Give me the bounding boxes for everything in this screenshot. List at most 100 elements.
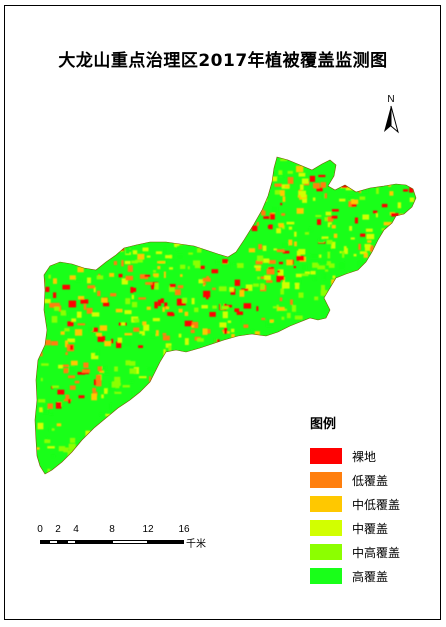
cover-patch (373, 210, 378, 214)
cover-patch (229, 226, 235, 229)
cover-patch (64, 252, 70, 256)
legend: 图例 裸地 低覆盖 中低覆盖 中覆盖 中高覆盖 高覆盖 (310, 416, 430, 588)
cover-patch (90, 209, 97, 215)
cover-patch (419, 165, 423, 172)
cover-patch (113, 220, 122, 224)
cover-patch (120, 185, 123, 188)
cover-patch (146, 204, 153, 209)
cover-patch (188, 433, 193, 439)
cover-patch (224, 450, 227, 456)
cover-patch (114, 225, 122, 230)
cover-patch (86, 164, 92, 170)
cover-patch (212, 170, 220, 175)
cover-patch (276, 279, 281, 283)
cover-patch (349, 337, 356, 343)
cover-patch (187, 468, 192, 473)
cover-patch (410, 277, 416, 282)
cover-patch (154, 301, 158, 309)
cover-patch (261, 210, 266, 216)
cover-patch (369, 383, 376, 386)
cover-patch (168, 437, 177, 441)
cover-patch (318, 174, 326, 178)
cover-patch (345, 186, 353, 191)
cover-patch (155, 251, 162, 255)
cover-patch (144, 449, 149, 453)
cover-patch (139, 455, 142, 459)
cover-patch (37, 285, 45, 289)
cover-patch (92, 387, 96, 392)
cover-patch (174, 289, 181, 296)
cover-patch (301, 273, 309, 277)
cover-patch (105, 413, 111, 417)
cover-patch (166, 183, 172, 190)
cover-patch (81, 192, 89, 196)
cover-patch (60, 310, 66, 316)
cover-patch (77, 452, 84, 460)
cover-patch (294, 429, 298, 432)
cover-patch (36, 210, 43, 213)
cover-patch (277, 449, 284, 453)
cover-patch (244, 350, 251, 353)
cover-patch (255, 265, 261, 271)
cover-patch (189, 466, 194, 470)
cover-patch (123, 340, 131, 346)
cover-patch (257, 414, 265, 422)
cover-patch (277, 306, 285, 311)
scale-segment (112, 540, 148, 544)
cover-patch (106, 251, 109, 258)
cover-patch (287, 170, 293, 174)
cover-patch (114, 366, 118, 372)
cover-patch (344, 175, 347, 180)
cover-patch (258, 164, 264, 170)
cover-patch (47, 403, 53, 409)
legend-label: 裸地 (352, 449, 377, 464)
cover-patch (404, 289, 413, 297)
cover-patch (47, 175, 54, 181)
cover-patch (128, 178, 135, 183)
cover-patch (219, 437, 223, 444)
cover-patch (304, 232, 309, 235)
cover-patch (420, 371, 425, 376)
cover-patch (228, 157, 234, 162)
cover-patch (286, 259, 293, 266)
cover-patch (270, 176, 278, 182)
cover-patch (115, 308, 123, 313)
cover-patch (51, 157, 60, 160)
cover-patch (193, 352, 199, 355)
cover-patch (139, 413, 145, 416)
cover-patch (351, 180, 359, 187)
cover-patch (191, 230, 199, 235)
cover-patch (38, 253, 41, 259)
cover-patch (170, 235, 176, 241)
cover-patch (366, 343, 370, 349)
cover-patch (131, 391, 134, 398)
cover-patch (35, 239, 39, 244)
cover-patch (177, 381, 184, 387)
cover-patch (75, 153, 81, 157)
cover-patch (325, 269, 329, 272)
cover-patch (198, 279, 205, 284)
cover-patch (99, 412, 104, 416)
cover-patch (280, 158, 287, 162)
cover-patch (207, 459, 213, 466)
cover-patch (393, 164, 400, 171)
cover-patch (369, 403, 375, 411)
cover-patch (288, 239, 293, 246)
cover-patch (138, 428, 143, 432)
cover-patch (218, 476, 226, 482)
cover-patch (378, 178, 387, 183)
cover-patch (51, 206, 58, 209)
cover-patch (409, 187, 414, 193)
cover-patch (165, 457, 171, 463)
cover-patch (189, 226, 195, 231)
cover-patch (391, 213, 399, 217)
cover-patch (335, 333, 341, 338)
cover-patch (153, 411, 158, 418)
cover-patch (191, 321, 199, 329)
cover-patch (412, 329, 416, 336)
cover-patch (327, 222, 330, 228)
cover-patch (364, 244, 371, 248)
cover-patch (221, 262, 230, 269)
cover-patch (209, 372, 216, 379)
